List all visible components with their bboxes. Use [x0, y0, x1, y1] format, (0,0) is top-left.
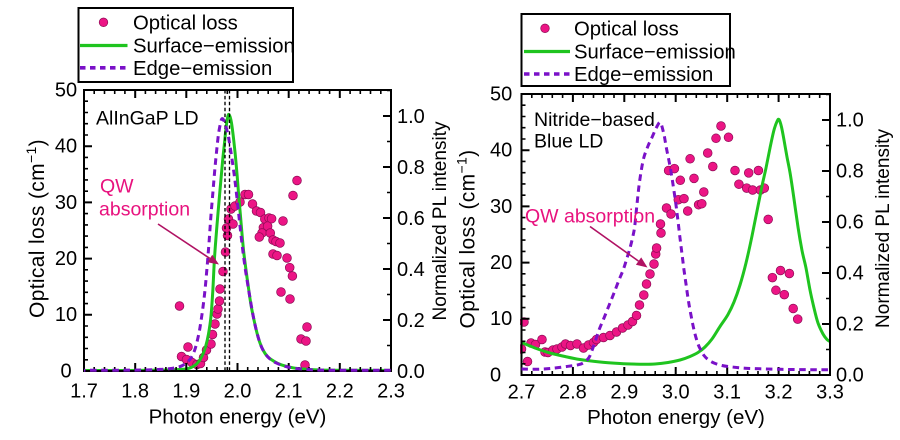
- svg-text:Edge−emission: Edge−emission: [574, 64, 713, 86]
- svg-text:1.0: 1.0: [836, 109, 864, 131]
- svg-text:Optical loss (cm−1): Optical loss (cm−1): [23, 139, 49, 318]
- svg-text:50: 50: [55, 79, 77, 101]
- svg-text:2.0: 2.0: [224, 380, 252, 402]
- svg-text:0.0: 0.0: [836, 364, 864, 386]
- svg-text:3.0: 3.0: [662, 381, 690, 403]
- svg-text:0.4: 0.4: [397, 259, 425, 281]
- svg-text:2.3: 2.3: [377, 380, 405, 402]
- svg-text:10: 10: [55, 304, 77, 326]
- svg-text:3.2: 3.2: [765, 381, 793, 403]
- svg-text:2.8: 2.8: [559, 381, 587, 403]
- svg-text:Blue LD: Blue LD: [534, 131, 603, 153]
- svg-text:Surface−emission: Surface−emission: [133, 36, 295, 58]
- svg-text:Photon energy (eV): Photon energy (eV): [587, 406, 765, 429]
- svg-text:Normalized PL intensity: Normalized PL intensity: [873, 129, 894, 328]
- svg-text:20: 20: [490, 252, 512, 274]
- svg-text:1.8: 1.8: [121, 380, 149, 402]
- svg-text:50: 50: [490, 83, 512, 105]
- svg-text:0.8: 0.8: [397, 157, 425, 179]
- svg-text:Normalized PL intensity: Normalized PL intensity: [430, 121, 451, 320]
- svg-text:10: 10: [490, 308, 512, 330]
- svg-text:0: 0: [60, 360, 71, 382]
- svg-text:0.2: 0.2: [836, 313, 864, 335]
- svg-text:Surface−emission: Surface−emission: [574, 42, 736, 64]
- svg-text:0.8: 0.8: [836, 160, 864, 182]
- svg-text:1.7: 1.7: [70, 380, 98, 402]
- svg-text:30: 30: [490, 196, 512, 218]
- svg-text:QW absorption: QW absorption: [525, 206, 655, 228]
- svg-text:0.6: 0.6: [397, 208, 425, 230]
- svg-text:2.1: 2.1: [275, 380, 303, 402]
- svg-text:30: 30: [55, 192, 77, 214]
- svg-text:absorption: absorption: [99, 199, 190, 221]
- svg-text:0.0: 0.0: [397, 361, 425, 383]
- svg-text:QW: QW: [100, 176, 134, 198]
- svg-text:Optical loss: Optical loss: [133, 12, 238, 34]
- svg-text:0.4: 0.4: [836, 262, 864, 284]
- svg-text:Optical loss (cm−1): Optical loss (cm−1): [454, 150, 480, 329]
- svg-text:0.6: 0.6: [836, 211, 864, 233]
- svg-text:Nitride−based: Nitride−based: [534, 109, 655, 131]
- svg-text:40: 40: [55, 136, 77, 158]
- svg-text:1.9: 1.9: [172, 380, 200, 402]
- svg-text:1.0: 1.0: [397, 106, 425, 128]
- svg-text:0.2: 0.2: [397, 310, 425, 332]
- svg-text:40: 40: [490, 140, 512, 162]
- svg-text:3.3: 3.3: [816, 381, 844, 403]
- svg-text:2.9: 2.9: [610, 381, 638, 403]
- svg-text:Edge−emission: Edge−emission: [133, 58, 272, 80]
- svg-text:3.1: 3.1: [713, 381, 741, 403]
- svg-text:0: 0: [490, 364, 501, 386]
- svg-text:2.7: 2.7: [508, 381, 536, 403]
- svg-text:20: 20: [55, 248, 77, 270]
- svg-text:AlInGaP LD: AlInGaP LD: [96, 108, 199, 130]
- svg-text:2.2: 2.2: [326, 380, 354, 402]
- svg-text:Photon energy (eV): Photon energy (eV): [149, 406, 327, 429]
- svg-text:Optical loss: Optical loss: [574, 18, 679, 40]
